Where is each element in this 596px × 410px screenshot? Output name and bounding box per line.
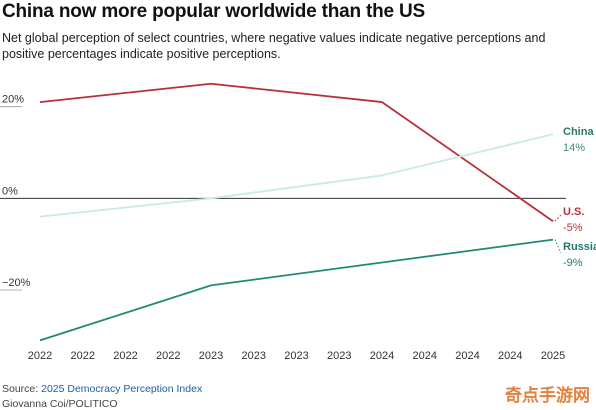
series-name-label-russia: Russia: [563, 241, 596, 253]
x-tick-label: 2022: [71, 350, 95, 362]
source-link[interactable]: 2025 Democracy Perception Index: [41, 383, 203, 395]
series-name-label-us: U.S.: [563, 206, 584, 218]
series-line-russia: [39, 238, 554, 342]
watermark-logo: 奇点手游网: [505, 386, 590, 406]
y-tick-label: 0%: [2, 185, 18, 197]
credit-text: Giovanna Coi/POLITICO: [2, 398, 118, 410]
series-line-china: [39, 133, 554, 218]
y-tick-label: −20%: [2, 277, 31, 289]
us-label-leader: [554, 214, 562, 222]
series-line-us: [39, 82, 554, 222]
source-prefix: Source:: [2, 383, 42, 395]
x-tick-label: 2022: [113, 350, 137, 362]
x-tick-label: 2024: [498, 350, 522, 362]
x-tick-label: 2025: [541, 350, 565, 362]
x-tick-label: 2024: [370, 350, 394, 362]
series-name-label-china: China: [563, 126, 594, 138]
chart-subtitle: Net global perception of select countrie…: [2, 31, 546, 61]
x-tick-label: 2024: [413, 350, 437, 362]
x-tick-label: 2022: [28, 350, 52, 362]
source-line: Source: 2025 Democracy Perception Index: [2, 383, 202, 395]
x-tick-label: 2023: [242, 350, 266, 362]
x-tick-label: 2023: [327, 350, 351, 362]
series-value-label-china: 14%: [563, 142, 585, 154]
x-tick-label: 2024: [455, 350, 479, 362]
x-tick-label: 2022: [156, 350, 180, 362]
y-tick-label: 20%: [2, 94, 24, 106]
credit-line: Giovanna Coi/POLITICO: [2, 398, 118, 410]
x-tick-label: 2023: [284, 350, 308, 362]
x-tick-label: 2023: [199, 350, 223, 362]
chart-title: China now more popular worldwide than th…: [2, 1, 425, 22]
series-value-label-us: -5%: [563, 222, 583, 234]
russia-label-leader: [554, 239, 562, 254]
series-value-label-russia: -9%: [563, 257, 583, 269]
